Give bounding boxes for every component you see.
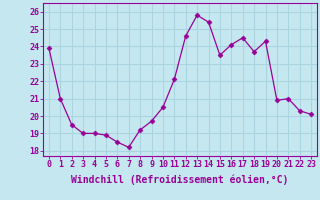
X-axis label: Windchill (Refroidissement éolien,°C): Windchill (Refroidissement éolien,°C) (71, 175, 289, 185)
